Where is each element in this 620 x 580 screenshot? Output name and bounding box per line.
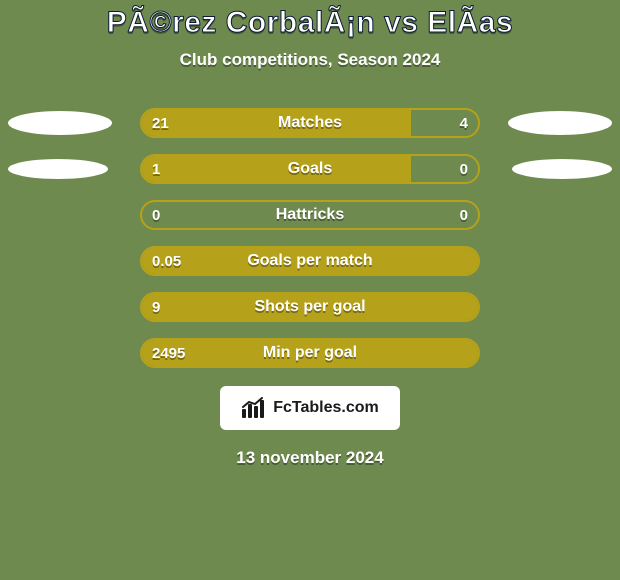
logo-box: FcTables.com: [220, 386, 400, 430]
stat-label: Hattricks: [142, 202, 478, 228]
comparison-infographic: PÃ©rez CorbalÃ¡n vs ElÃ­as Club competit…: [0, 0, 620, 580]
page-subtitle: Club competitions, Season 2024: [0, 50, 620, 70]
stat-bar-right-segment: [411, 156, 478, 182]
page-title: PÃ©rez CorbalÃ¡n vs ElÃ­as: [0, 6, 620, 40]
stat-value-right: 0: [460, 202, 468, 228]
stat-row: Goals per match0.05: [0, 246, 620, 276]
stat-row: Matches214: [0, 108, 620, 138]
player-ellipse-left: [8, 111, 112, 135]
stat-row: Hattricks0 0: [0, 200, 620, 230]
stat-row: Goals10: [0, 154, 620, 184]
stat-row: Shots per goal9: [0, 292, 620, 322]
stat-bar-left-segment: [142, 248, 478, 274]
stat-row: Min per goal2495: [0, 338, 620, 368]
date-text: 13 november 2024: [0, 448, 620, 468]
logo-text: FcTables.com: [273, 399, 379, 417]
stat-bar-left-segment: [142, 110, 411, 136]
player-ellipse-right: [508, 111, 612, 135]
stat-rows: Matches214 Goals10 Hattricks0 0 Goals per ma…: [0, 108, 620, 368]
stat-value-left: 0: [152, 202, 160, 228]
stat-bar: Shots per goal9: [140, 292, 480, 322]
stat-bar-right-segment: [411, 110, 478, 136]
stat-bar: Matches214: [140, 108, 480, 138]
stat-bar-left-segment: [142, 294, 478, 320]
stat-bar: Hattricks0 0: [140, 200, 480, 230]
stat-bar: Goals10: [140, 154, 480, 184]
player-ellipse-left: [8, 159, 108, 179]
stat-bar: Goals per match0.05: [140, 246, 480, 276]
stat-bar: Min per goal2495: [140, 338, 480, 368]
stat-bar-left-segment: [142, 156, 411, 182]
player-ellipse-right: [512, 159, 612, 179]
stat-bar-left-segment: [142, 340, 478, 366]
chart-icon: [241, 397, 267, 419]
